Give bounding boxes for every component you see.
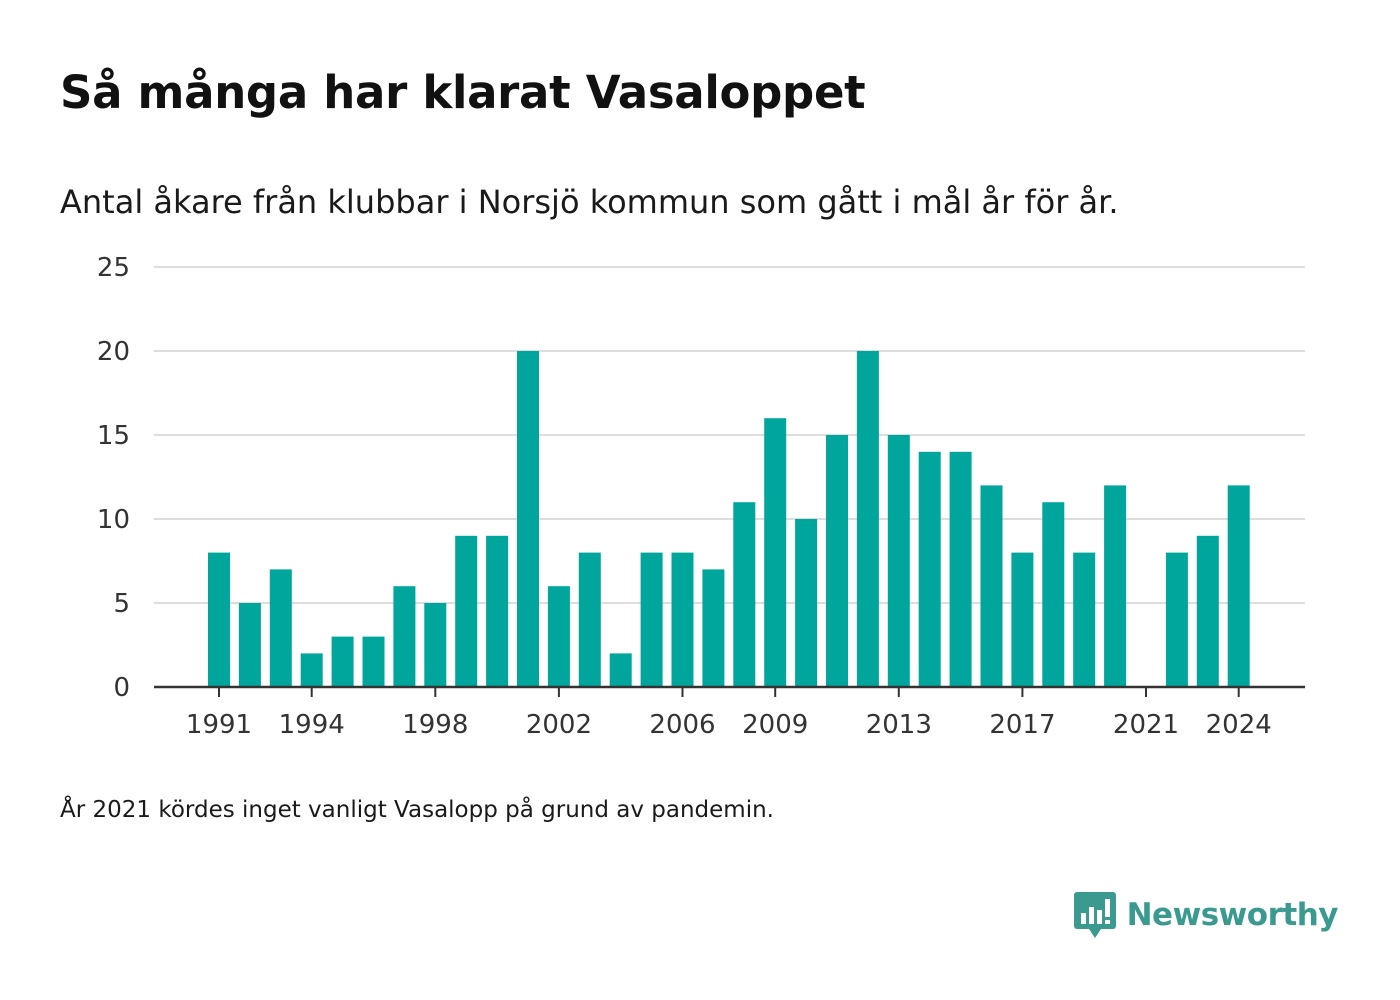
bar-2014 [918,451,941,687]
x-tick-label: 2021 [1113,710,1179,740]
bar-2012 [856,351,879,687]
bar-2016 [980,485,1003,687]
bar-1996 [362,636,385,687]
bar-2002 [547,586,570,687]
y-tick-label: 10 [97,505,130,535]
axes: 0 5 10 15 20 25 1991 1994 1998 2002 2006 2009 2013 20… [97,253,1305,740]
bar-1999 [455,535,478,687]
x-tick-label: 2002 [526,710,592,740]
bar-2018 [1042,502,1065,687]
bar-2005 [640,552,663,687]
chart-subtitle: Antal åkare från klubbar i Norsjö kommun… [60,183,1119,221]
y-tick-label: 5 [113,589,130,619]
bar-1993 [269,569,292,687]
x-tick-label: 2017 [989,710,1055,740]
bar-2011 [826,435,848,687]
bar-2007 [702,569,725,687]
x-tick-label: 2006 [649,710,715,740]
bar-2023 [1196,535,1219,687]
bar-2020 [1104,485,1127,687]
x-tick-label: 2009 [742,710,808,740]
bar-2001 [517,351,539,687]
x-tick-label: 1998 [402,710,468,740]
bar-2015 [949,451,972,687]
bar-2003 [578,552,601,687]
bar-2022 [1165,552,1188,687]
y-tick-label: 20 [97,337,130,367]
brand[interactable]: Newsworthy [1073,890,1339,940]
bar-1994 [300,653,323,687]
bar-2004 [609,653,632,687]
y-tick-label: 25 [97,253,130,283]
x-tick-label: 2024 [1206,710,1272,740]
y-tick-label: 0 [113,673,130,703]
bar-2017 [1011,552,1034,687]
bar-1997 [393,586,416,687]
bar-2010 [795,519,818,687]
bar-chart: 0 5 10 15 20 25 1991 1994 1998 2002 2006 2009 2013 20… [97,253,1305,740]
grid-lines [154,266,1305,604]
brand-name: Newsworthy [1126,897,1339,933]
chart-title: Så många har klarat Vasaloppet [60,66,866,119]
bar-2019 [1073,552,1096,687]
x-tick-label: 1994 [279,710,345,740]
y-tick-label: 15 [97,421,130,451]
bar-2008 [733,502,756,687]
newsworthy-logo-icon [1073,892,1116,938]
bar-1992 [238,603,261,687]
bar-1991 [208,552,230,687]
bar-2009 [764,418,787,687]
bar-2013 [887,435,910,687]
bar-2006 [671,552,694,687]
bar-1995 [331,636,354,687]
x-tick-label: 2013 [866,710,932,740]
bars [208,351,1250,687]
footnote: År 2021 kördes inget vanligt Vasalopp på… [60,797,774,823]
bar-2024 [1227,485,1250,687]
bar-1998 [424,603,447,687]
bar-2000 [486,535,509,687]
x-tick-label: 1991 [186,710,252,740]
